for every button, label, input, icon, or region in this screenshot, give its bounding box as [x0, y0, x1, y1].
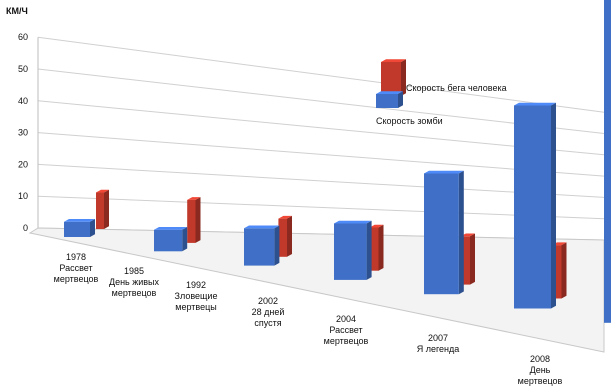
human-bar-5-front — [552, 245, 562, 299]
human-bar-5-side — [561, 242, 567, 299]
zombie-bar-4-side — [458, 170, 464, 295]
human-bar-1-side — [195, 197, 201, 243]
gridline-60 — [37, 36, 605, 113]
y-tick-label-50: 50 — [18, 64, 28, 74]
x-category-label-line: мертвецов — [323, 336, 369, 346]
x-category-label-line: мертвецы — [175, 302, 217, 312]
legend-swatch-zombie-front — [376, 94, 398, 108]
human-bar-1-top — [187, 197, 201, 200]
x-category-label-line: 1985 — [123, 266, 145, 276]
legend-swatch-human-front — [381, 62, 401, 96]
gridline-50 — [37, 68, 605, 134]
y-axis-unit-label: КМ/Ч — [6, 6, 28, 16]
x-category-label-line: День живых — [108, 277, 160, 287]
y-tick-label-0: 0 — [23, 223, 28, 233]
y-tick-label-60: 60 — [18, 32, 28, 42]
legend-swatch-zombie-side — [398, 91, 403, 108]
x-category-label-line: 2002 — [257, 296, 279, 306]
y-tick-label-10: 10 — [18, 191, 28, 201]
human-bar-2-front — [278, 218, 287, 257]
x-category-label-line: 2004 — [335, 314, 357, 324]
zombie-bar-6-front — [604, 0, 611, 323]
human-bar-3-front — [369, 227, 379, 271]
x-category-label-3: 2002 28 дней спустя — [252, 296, 285, 329]
x-category-label-2: 1992 Зловещие мертвецы — [175, 280, 218, 313]
human-bar-4-front — [460, 236, 470, 285]
x-category-label-5: 2007 Я легенда — [417, 333, 460, 355]
legend-swatch-human-top — [381, 59, 406, 62]
x-category-label-6: 2008 День мертвецов — [518, 354, 563, 387]
x-category-label-line: мертвецов — [111, 288, 157, 298]
human-bar-0-side — [104, 189, 109, 229]
gridline-20 — [37, 163, 605, 198]
zombie-bar-1-side — [182, 226, 188, 252]
zombie-bar-3-front — [334, 223, 367, 280]
legend-swatch-zombie-top — [376, 91, 403, 94]
human-bar-4-side — [470, 233, 475, 285]
x-category-label-line: мертвецов — [517, 376, 563, 386]
zombie-bar-1-top — [154, 226, 188, 230]
human-bar-4-top — [460, 233, 475, 237]
zombie-bar-2-side — [274, 225, 280, 266]
human-bar-2-top — [278, 215, 292, 219]
human-bar-3-side — [378, 224, 384, 271]
zombie-bar-0-side — [90, 219, 95, 237]
human-bar-0-front — [96, 192, 104, 229]
legend-label-zombie: Скорость зомби — [376, 116, 443, 126]
gridline-30 — [37, 132, 605, 177]
x-category-label-4: 2004 Рассвет мертвецов — [324, 314, 369, 347]
x-category-label-line: Рассвет — [59, 263, 93, 273]
x-category-label-line: День — [529, 365, 551, 375]
x-category-label-line: 1992 — [185, 280, 207, 290]
zombie-bar-4-top — [424, 170, 464, 174]
y-tick-label-30: 30 — [18, 128, 28, 138]
zombie-bar-3-top — [334, 220, 372, 224]
x-category-label-line: 2008 — [529, 354, 551, 364]
legend-label-human: Скорость бега человека — [406, 83, 507, 93]
x-category-label-1: 1985 День живых мертвецов — [109, 266, 159, 299]
x-category-label-line: Рассвет — [329, 325, 363, 335]
x-category-label-line: 1978 — [65, 252, 87, 262]
zombie-bar-5-front — [514, 105, 551, 309]
zombie-bar-5-side — [551, 102, 556, 309]
human-bar-1-front — [187, 199, 196, 243]
x-category-label-line: Зловещие — [174, 291, 218, 301]
y-tick-label-40: 40 — [18, 96, 28, 106]
legend-swatch-human-side — [401, 59, 406, 96]
y-tick-label-20: 20 — [18, 159, 28, 169]
human-bar-0-top — [96, 189, 109, 193]
zombie-bar-2-front — [244, 228, 275, 266]
zombie-bar-0-front — [64, 221, 90, 237]
zombie-bar-2-top — [244, 225, 280, 229]
x-category-label-line: Я легенда — [416, 344, 460, 354]
gridline-40 — [37, 100, 605, 156]
x-category-label-line: 28 дней — [251, 307, 285, 317]
zombie-bar-0-top — [64, 219, 95, 222]
zombie-bar-1-front — [154, 229, 183, 252]
x-category-label-line: 2007 — [427, 333, 449, 343]
human-bar-3-top — [369, 224, 384, 228]
zombie-bar-5-top — [514, 102, 556, 106]
human-bar-2-side — [287, 215, 292, 257]
x-category-label-0: 1978 Рассвет мертвецов — [54, 252, 99, 285]
zombie-bar-3-side — [366, 220, 372, 280]
x-category-label-line: мертвецов — [53, 274, 99, 284]
zombie-bar-4-front — [424, 173, 459, 295]
gridline-10 — [37, 195, 605, 220]
x-category-label-line: спустя — [254, 318, 282, 328]
